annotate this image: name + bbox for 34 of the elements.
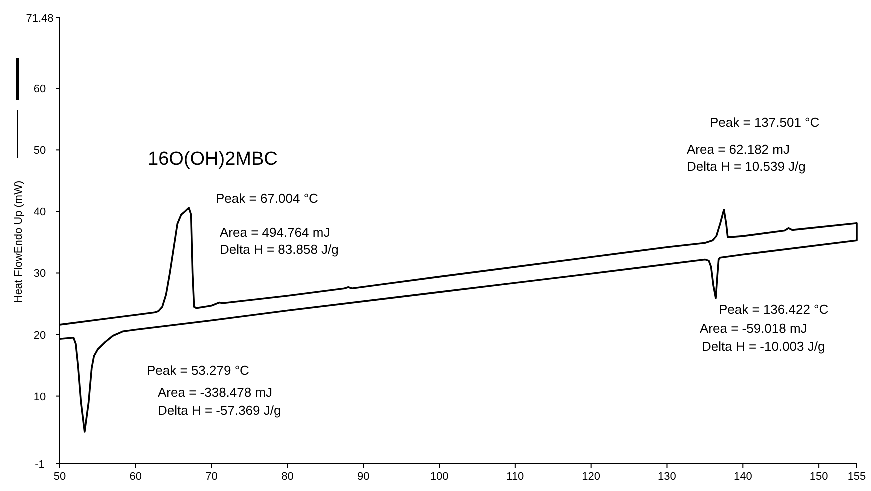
x-tick-label: 110: [506, 471, 524, 483]
annotation: Delta H = 10.539 J/g: [687, 159, 806, 174]
y-tick-label: 71.48: [26, 13, 54, 25]
annotation: Area = 494.764 mJ: [220, 225, 330, 240]
annotation: Delta H = -57.369 J/g: [158, 403, 282, 418]
x-tick-label: 100: [430, 471, 449, 483]
text: 16O(OH)2MBC: [148, 149, 278, 170]
annotation: Peak = 53.279 °C: [147, 363, 250, 378]
annotation: Area = -59.018 mJ: [700, 321, 808, 336]
x-tick-label: 70: [206, 471, 218, 483]
x-tick-label: 50: [54, 471, 66, 483]
y-tick-label: 40: [34, 206, 46, 219]
y-tick-label: 20: [34, 330, 46, 342]
x-tick-label: 60: [130, 471, 142, 483]
y-axis-title: Heat FlowEndo Up (mW): [13, 180, 25, 304]
y-tick-label: 50: [34, 145, 46, 158]
x-tick-label: 80: [282, 471, 294, 483]
annotation: Peak = 67.004 °C: [216, 191, 318, 206]
annotation: Area = 62.182 mJ: [687, 142, 790, 157]
y-tick-label: 60: [34, 84, 46, 96]
x-tick-label: 155: [848, 471, 866, 483]
x-tick-label: 150: [810, 471, 828, 483]
annotation: Peak = 137.501 °C: [710, 115, 820, 130]
x-tick-label: 120: [582, 471, 601, 483]
x-tick-label: 130: [658, 471, 676, 483]
x-tick-label: 140: [734, 471, 752, 483]
annotation: Delta H = 83.858 J/g: [220, 242, 339, 257]
x-tick-label: 90: [357, 471, 370, 483]
y-tick-label: 30: [34, 268, 46, 280]
annotation: Area = -338.478 mJ: [158, 385, 273, 400]
y-tick-label: 10: [34, 391, 46, 404]
y-tick-label: -1: [35, 459, 45, 471]
annotation: Delta H = -10.003 J/g: [702, 339, 826, 354]
annotation: Peak = 136.422 °C: [719, 302, 829, 317]
